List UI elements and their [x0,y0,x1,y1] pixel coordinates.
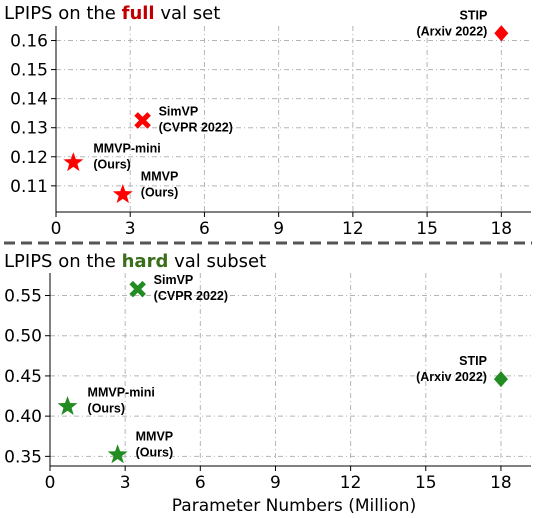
x-tick-label: 12 [342,219,364,239]
full-val-set-panel: LPIPS on the full val set 0 3 6 9 12 15 18 0.11… [4,3,531,239]
full-panel-title-emphasis: full [122,3,155,24]
y-tick-label: 0.11 [10,177,48,197]
x-tick-label: 3 [120,473,131,493]
y-tick-label: 0.50 [4,327,42,347]
x-tick-label: 0 [51,219,62,239]
x-tick-label: 18 [490,219,512,239]
y-tick-label: 0.13 [10,119,48,139]
simvp-label: SimVP [154,273,194,287]
stip-sublabel: (Arxiv 2022) [416,370,487,384]
y-tick-label: 0.12 [10,148,48,168]
x-tick-label: 9 [273,219,284,239]
x-tick-label: 15 [416,219,438,239]
stip-sublabel: (Arxiv 2022) [416,24,487,38]
mmvp-sublabel: (Ours) [136,446,174,460]
y-tick-label: 0.16 [10,32,48,52]
x-tick-label: 6 [199,219,210,239]
simvp-sublabel: (CVPR 2022) [159,120,233,134]
simvp-label: SimVP [159,104,199,118]
mmvp-label: MMVP [141,170,179,184]
mmvp-mini-label: MMVP-mini [93,142,160,156]
mmvp-point [112,184,133,204]
simvp-sublabel: (CVPR 2022) [154,289,228,303]
full-panel-title: LPIPS on the full val set [4,3,220,24]
y-tick-label: 0.35 [4,447,42,467]
mmvp-label: MMVP [136,430,174,444]
x-tick-label: 3 [125,219,136,239]
stip-label: STIP [460,8,488,22]
x-tick-label: 6 [195,473,206,493]
mmvp-mini-point [57,395,78,415]
mmvp-point [107,444,128,464]
simvp-point [129,280,146,298]
mmvp-mini-sublabel: (Ours) [93,158,131,172]
x-tick-label: 9 [270,473,281,493]
stip-point [494,25,509,42]
mmvp-mini-label: MMVP-mini [88,385,155,399]
x-tick-label: 12 [340,473,362,493]
y-tick-label: 0.55 [4,287,42,307]
stip-label: STIP [459,354,487,368]
y-tick-label: 0.14 [10,90,48,110]
mmvp-mini-point [63,152,84,172]
y-tick-label: 0.45 [4,367,42,387]
x-axis-label: Parameter Numbers (Million) [172,496,416,516]
mmvp-sublabel: (Ours) [141,186,179,200]
x-tick-label: 18 [490,473,512,493]
hard-val-subset-panel: LPIPS on the hard val subset 0 3 6 9 12 15 18 0… [4,251,531,493]
stip-point [493,371,508,388]
hard-panel-title: LPIPS on the hard val subset [4,251,266,272]
simvp-point [134,112,151,129]
x-tick-label: 0 [45,473,56,493]
y-tick-label: 0.40 [4,407,42,427]
hard-panel-title-emphasis: hard [122,251,169,272]
x-tick-label: 15 [415,473,437,493]
mmvp-mini-sublabel: (Ours) [88,401,126,415]
y-tick-label: 0.15 [10,61,48,81]
